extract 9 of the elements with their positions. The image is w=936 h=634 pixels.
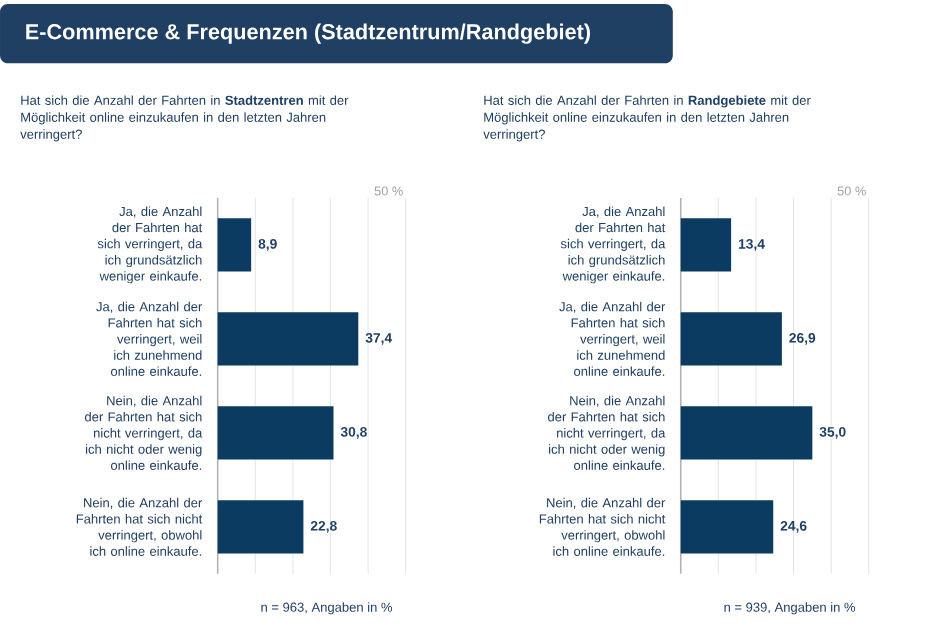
bar: [217, 406, 334, 460]
bar: [217, 500, 304, 554]
chart-title: E-Commerce & Frequenzen (Stadtzentrum/Randgebiet): [26, 23, 590, 45]
bar: [680, 218, 732, 272]
bar: [680, 406, 813, 460]
bar: [680, 312, 782, 366]
bar: [217, 218, 252, 272]
bar: [680, 500, 774, 554]
bar: [217, 312, 359, 366]
